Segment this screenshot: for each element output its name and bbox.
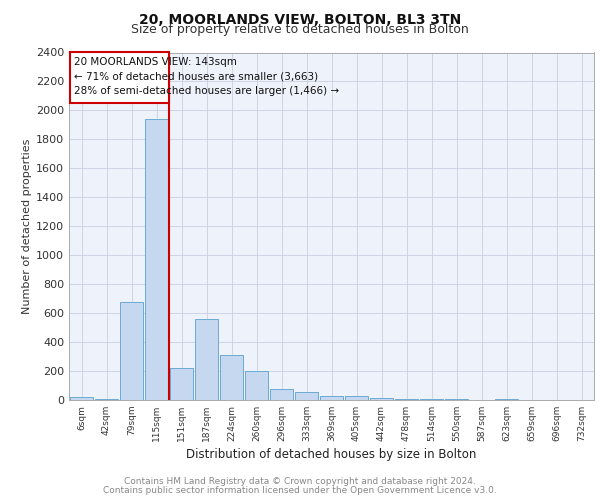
Bar <box>370 398 393 400</box>
Bar <box>395 399 418 400</box>
Bar <box>170 368 193 400</box>
Text: 20, MOORLANDS VIEW, BOLTON, BL3 3TN: 20, MOORLANDS VIEW, BOLTON, BL3 3TN <box>139 12 461 26</box>
Text: Size of property relative to detached houses in Bolton: Size of property relative to detached ho… <box>131 22 469 36</box>
Bar <box>270 389 293 400</box>
Bar <box>320 396 343 400</box>
Y-axis label: Number of detached properties: Number of detached properties <box>22 138 32 314</box>
Bar <box>195 319 218 400</box>
Bar <box>295 392 318 400</box>
Bar <box>220 355 243 400</box>
Bar <box>345 396 368 400</box>
Bar <box>245 371 268 400</box>
Bar <box>95 399 118 400</box>
Bar <box>70 398 93 400</box>
Text: Contains HM Land Registry data © Crown copyright and database right 2024.: Contains HM Land Registry data © Crown c… <box>124 477 476 486</box>
X-axis label: Distribution of detached houses by size in Bolton: Distribution of detached houses by size … <box>187 448 476 461</box>
Bar <box>120 302 143 400</box>
FancyBboxPatch shape <box>70 52 169 103</box>
Bar <box>145 119 168 400</box>
Text: 20 MOORLANDS VIEW: 143sqm
← 71% of detached houses are smaller (3,663)
28% of se: 20 MOORLANDS VIEW: 143sqm ← 71% of detac… <box>74 57 339 96</box>
Text: Contains public sector information licensed under the Open Government Licence v3: Contains public sector information licen… <box>103 486 497 495</box>
